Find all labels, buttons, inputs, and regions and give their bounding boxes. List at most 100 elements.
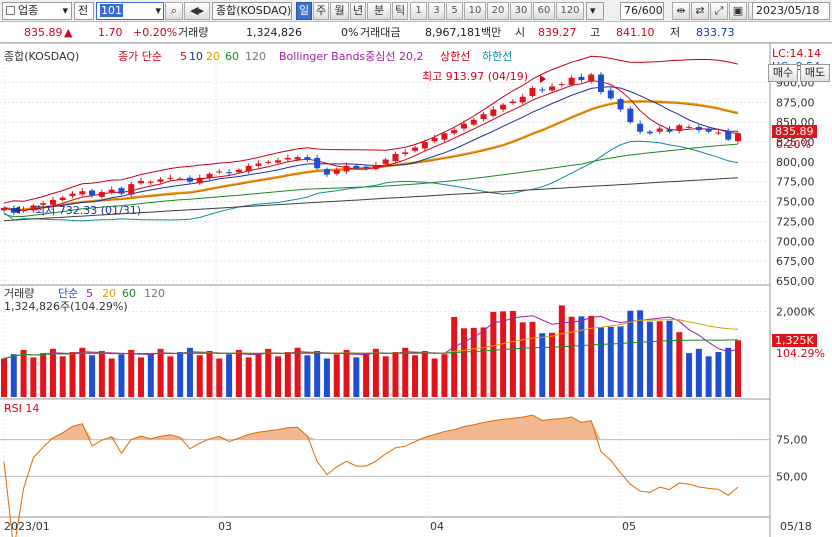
minute-10[interactable]: 10 [464,2,486,20]
vol-ma-label: 단순 [58,287,78,300]
high-label: 고 [590,26,601,39]
open-value: 839.27 [538,26,577,39]
code-input[interactable]: 101 ▾ [96,2,164,20]
minute-60[interactable]: 60 [533,2,555,20]
period-minute[interactable]: 분 [367,2,391,20]
period-tick[interactable]: 틱 [392,2,408,20]
candle [549,86,556,91]
volume-bar [177,352,184,397]
x-label-mar: 03 [218,520,232,533]
toggle-button[interactable]: ⇄ [691,2,709,20]
volume-value: 1,324,826 [246,26,302,39]
market-label: 업종 [18,4,39,17]
ma60-line [3,143,739,218]
date-input[interactable]: 2023/05/18 [752,2,830,20]
period-select[interactable]: 전 [74,2,94,20]
count-input[interactable]: 76/600 [620,2,664,20]
candle [108,189,115,193]
vol-ma5-label: 5 [86,287,93,300]
candle [695,126,702,131]
volume-bar [519,322,526,397]
candle [186,177,193,182]
sector-icon [6,6,15,15]
candle [460,123,467,129]
minute-custom-select[interactable]: ▾ [586,2,604,20]
quote-row: 835.89 ▲ 1.70 +0.20% 거래량 1,324,826 0% 거래… [0,22,832,43]
min-marker-icon [12,206,20,214]
period-day[interactable]: 일 [296,2,312,20]
vol-tick-label: 2,000K [776,305,815,318]
search-icon: ⌕ [170,4,178,17]
sell-button[interactable]: 매도 [800,64,830,82]
volume-bar [686,353,693,397]
volume-bar [265,348,272,397]
candle [382,159,389,165]
price-chart[interactable]: 900,00875,00850,00825,00800,00775,00750,… [0,43,832,537]
chevron-down-icon: ▾ [590,4,596,17]
candle [343,165,350,172]
candle [128,184,135,195]
volume-bar [607,326,614,397]
zoom-button[interactable]: ⇹ [672,2,690,20]
low-value: 833.73 [696,26,735,39]
ma60-label: 60 [225,50,239,63]
volume-bar [568,316,575,397]
minute-120[interactable]: 120 [556,2,584,20]
volume-bar [451,316,458,397]
volume-bar [30,357,37,397]
volume-bar [509,310,516,397]
candle [49,200,56,205]
search-button[interactable]: ⌕ [165,2,183,20]
ma10-label: 10 [189,50,203,63]
volume-bar [480,327,487,397]
draw-button[interactable]: ⤢ [710,2,728,20]
price-tick-label: 875,00 [776,96,815,109]
candle [1,207,7,211]
ma120-label: 120 [245,50,266,63]
volume-bar [314,350,321,397]
volume-bar [676,332,683,397]
volume-badge: 1,325K [772,334,817,347]
current-pct: 0.20% [776,138,811,151]
minute-20[interactable]: 20 [487,2,509,20]
volume-bar [343,349,350,397]
candle [147,181,154,183]
volume-bar [40,353,47,397]
volume-bar [79,347,86,397]
candle [372,165,379,170]
arrows-icon: ⇄ [695,4,705,17]
candle [509,101,516,104]
volume-bar [637,310,644,397]
volume-bar [20,349,27,397]
volume-bar [304,355,311,397]
volume-bar [108,358,115,397]
save-button[interactable]: ▣ [729,2,747,20]
buy-button[interactable]: 매수 [768,64,798,82]
volume-bar [245,357,252,397]
minute-3[interactable]: 3 [428,2,445,20]
amount-label: 거래대금 [360,26,401,39]
series-name: 종합(KOSDAQ) [4,50,79,63]
volume-bar [147,353,154,397]
candle [519,96,526,103]
speaker-button[interactable]: ◀▸ [184,2,210,20]
lc-label: LC:14.14 [772,47,821,60]
volume-bar [421,350,428,397]
candle [206,173,213,178]
candle [558,84,565,86]
candle [294,157,301,160]
minute-30[interactable]: 30 [510,2,532,20]
candle [490,109,497,116]
minute-5[interactable]: 5 [446,2,463,20]
candle [666,129,673,132]
vol-ma60-label: 60 [122,287,136,300]
candle [245,165,252,172]
minute-1[interactable]: 1 [410,2,427,20]
period-week[interactable]: 주 [313,2,329,20]
period-month[interactable]: 월 [330,2,349,20]
candle [265,161,272,163]
candle [157,179,164,182]
volume-bar [157,348,164,397]
period-year[interactable]: 년 [350,2,366,20]
market-select[interactable]: 업종 ▾ [2,2,72,20]
